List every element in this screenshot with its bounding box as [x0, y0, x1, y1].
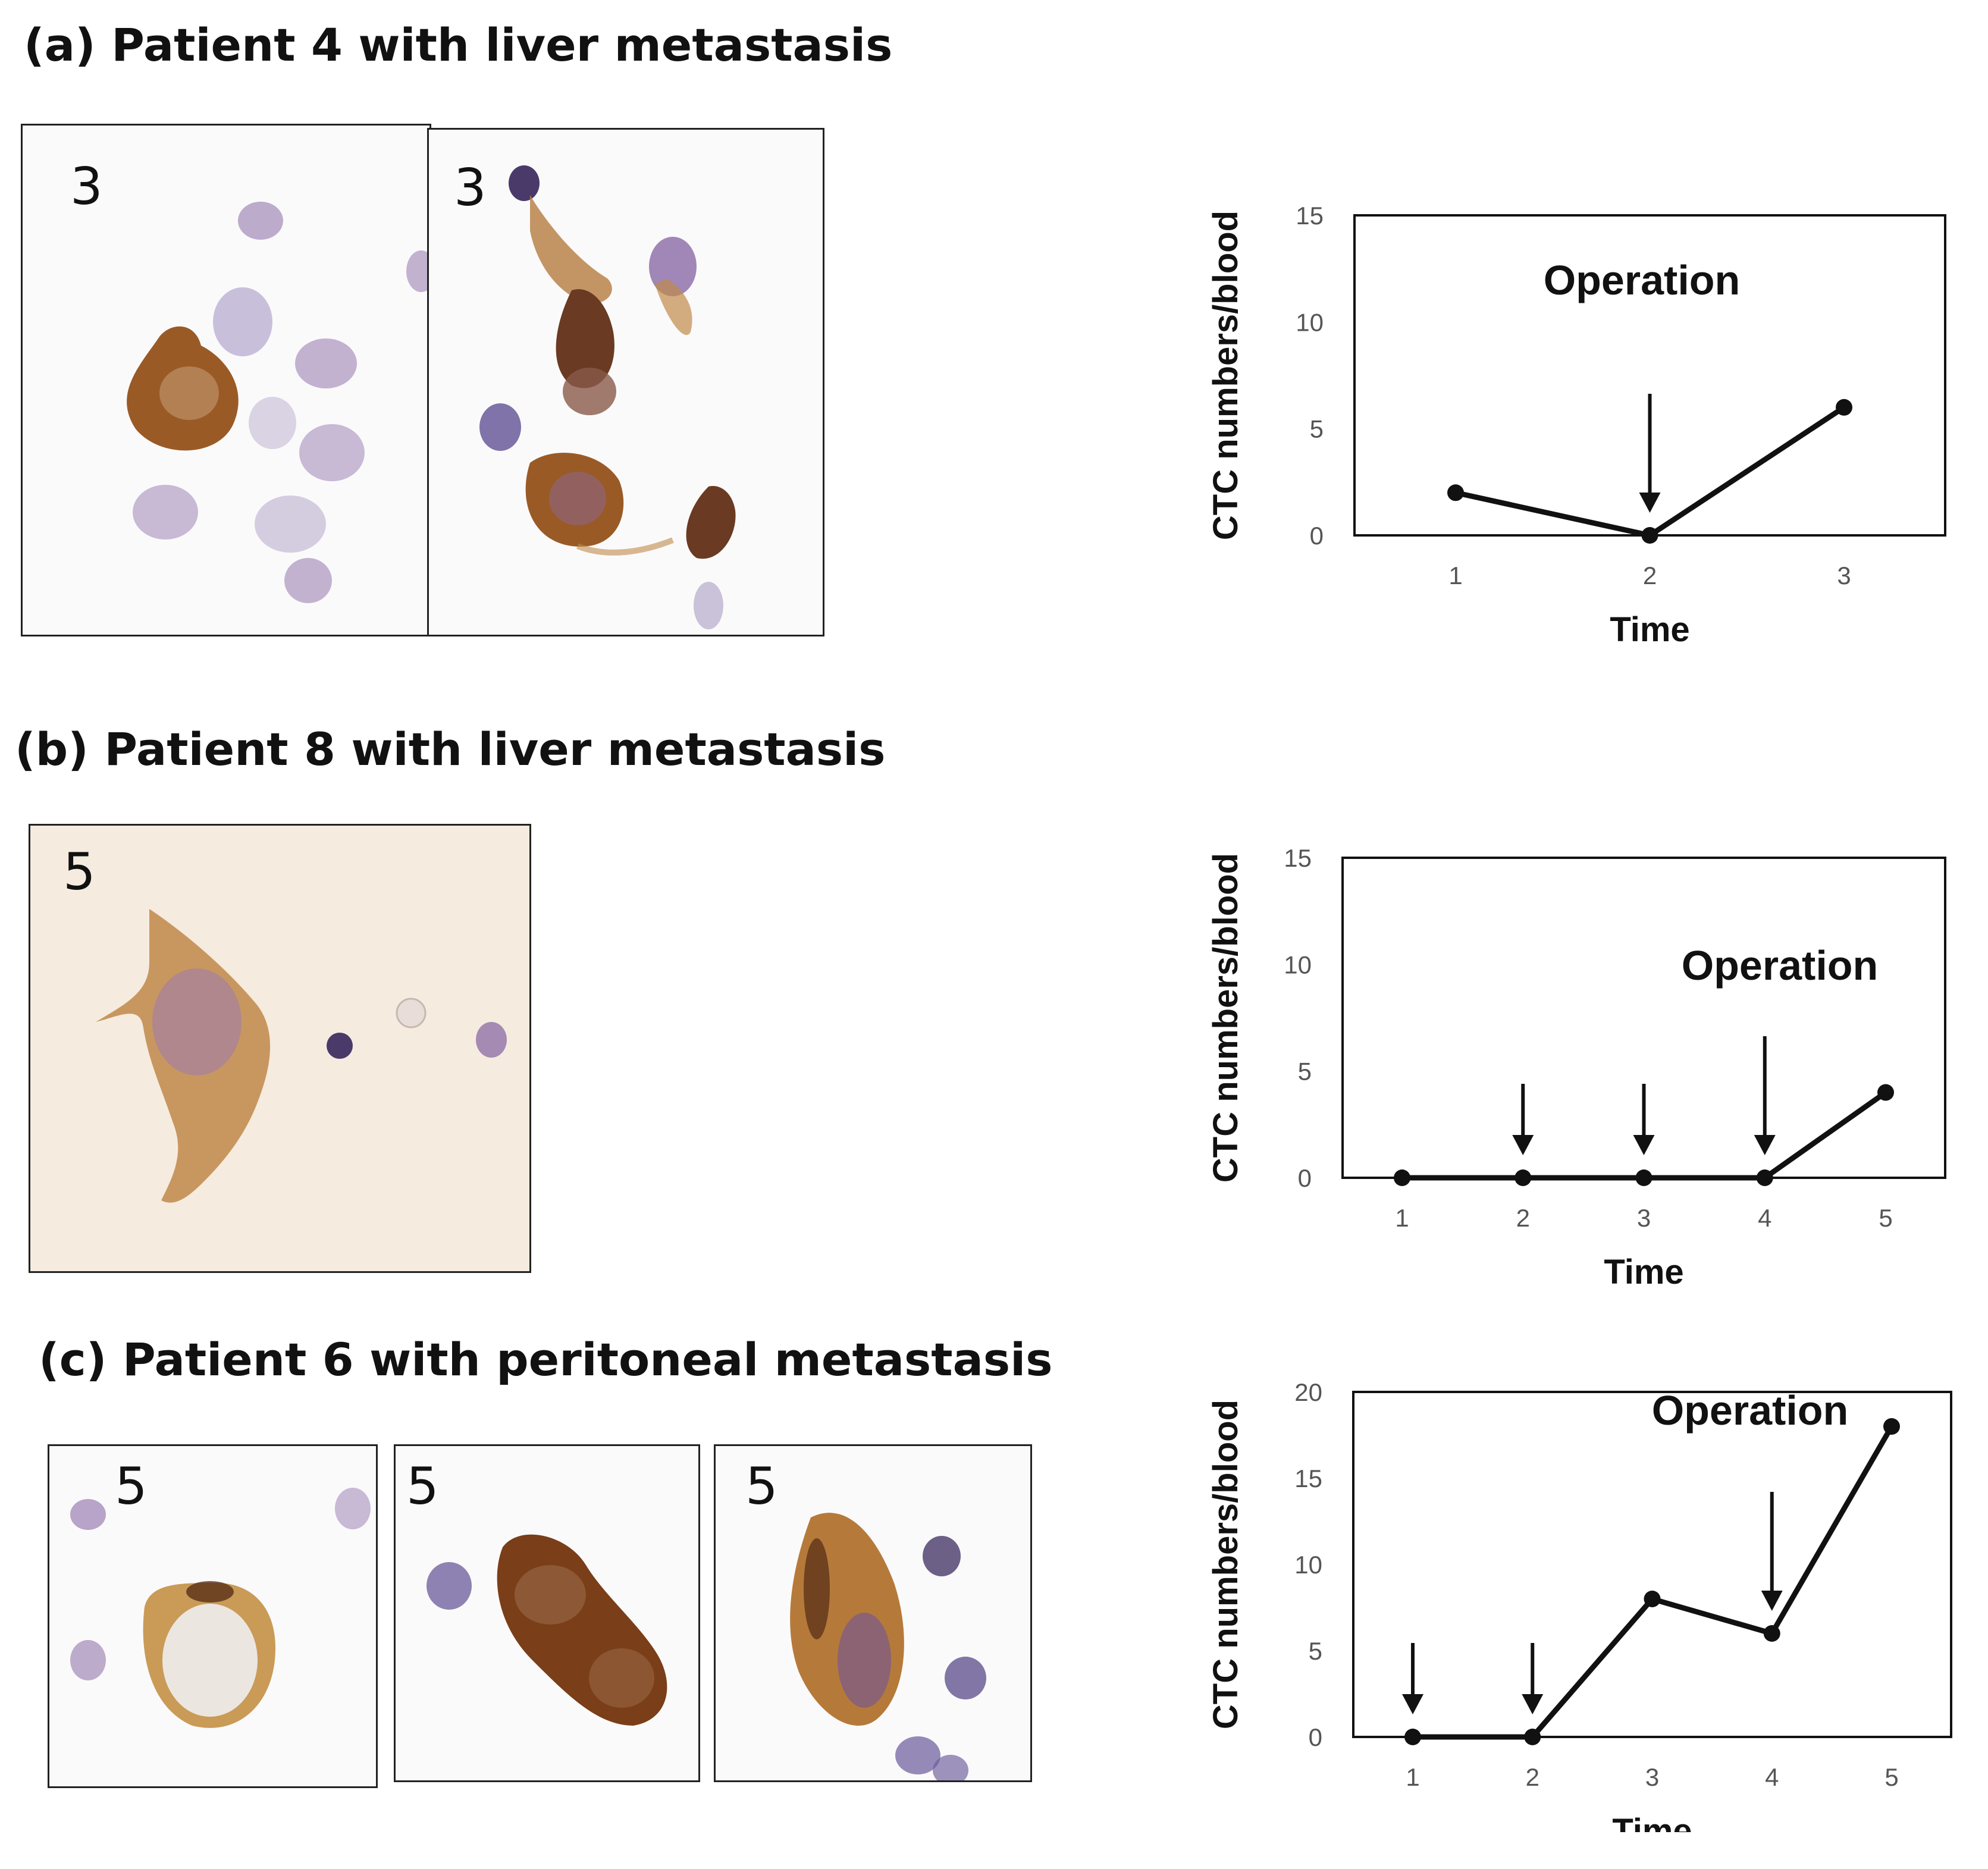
micrograph-c2: 5	[394, 1444, 700, 1782]
micrograph-c1-count: 5	[115, 1457, 148, 1516]
chart-c-point-2	[1524, 1729, 1541, 1745]
micrograph-c1: 5	[48, 1444, 378, 1788]
chart-a-point-1	[1447, 484, 1464, 501]
panel-c-title: (c) Patient 6 with peritoneal metastasis	[39, 1333, 1053, 1386]
chart-a-point-3	[1836, 399, 1852, 416]
chart-c-ytick-15: 15	[1294, 1465, 1322, 1492]
chart-b-point-1	[1394, 1169, 1410, 1186]
chart-a-xtick-3: 3	[1837, 562, 1851, 589]
chart-c-ytick-0: 0	[1309, 1723, 1322, 1751]
chart-a-ytick-0: 0	[1310, 522, 1324, 550]
chart-a-point-2	[1641, 527, 1658, 544]
chart-c-xtick-3: 3	[1645, 1763, 1659, 1791]
chart-a-ytick-10: 10	[1296, 308, 1324, 336]
chart-c-arrow-head-4	[1761, 1591, 1783, 1611]
micrograph-c2-count: 5	[406, 1457, 439, 1516]
chart-c-point-5	[1883, 1418, 1900, 1435]
chart-b-arrow-head-2	[1512, 1135, 1534, 1155]
micrograph-a1: 3	[21, 124, 431, 636]
chart-c-xtick-2: 2	[1526, 1763, 1539, 1791]
chart-b-point-2	[1514, 1169, 1532, 1186]
chart-b-arrow-head-3	[1633, 1135, 1655, 1155]
chart-c-xtick-5: 5	[1884, 1763, 1898, 1791]
chart-c-annotation: Operation	[1652, 1387, 1849, 1434]
chart-a-xlabel: Time	[1610, 610, 1689, 649]
chart-a-arrow-head-2	[1639, 493, 1661, 513]
chart-b-annotation: Operation	[1682, 942, 1879, 989]
chart-c-arrow-head-1	[1402, 1694, 1423, 1714]
chart-b-ylabel: CTC numbers/blood	[1206, 853, 1245, 1183]
micrograph-a1-count: 3	[70, 157, 103, 217]
chart-a-xtick-1: 1	[1448, 562, 1462, 589]
chart-a-xtick-2: 2	[1643, 562, 1657, 589]
micrograph-a1-image	[127, 202, 429, 603]
panel-a-title: (a) Patient 4 with liver metastasis	[24, 18, 893, 71]
chart-c-xtick-4: 4	[1765, 1763, 1779, 1791]
chart-a-annotation: Operation	[1544, 257, 1741, 303]
chart-a-ytick-15: 15	[1296, 202, 1324, 230]
chart-c-point-4	[1763, 1625, 1780, 1642]
micrograph-a2-count: 3	[454, 158, 487, 218]
chart-c-ytick-20: 20	[1294, 1378, 1322, 1406]
micrograph-b1-count: 5	[63, 842, 96, 902]
chart-a-ylabel: CTC numbers/blood	[1206, 211, 1245, 540]
panel-b-title: (b) Patient 8 with liver metastasis	[15, 723, 886, 776]
chart-b-xtick-2: 2	[1516, 1204, 1530, 1232]
chart-c-plot-area	[1352, 1391, 1952, 1738]
micrograph-c1-image	[70, 1488, 371, 1728]
micrograph-c3: 5	[714, 1444, 1032, 1782]
chart-b-point-5	[1877, 1084, 1894, 1101]
micrograph-a2: 3	[427, 128, 824, 636]
micrograph-a2-image	[479, 165, 736, 629]
chart-c-point-1	[1404, 1729, 1421, 1745]
chart-b-arrow-head-4	[1754, 1135, 1776, 1155]
chart-b-ytick-15: 15	[1284, 844, 1312, 872]
chart-c: 0 5 10 15 20 1 2 3 4 5 Time CTC numbers/blood Operat…	[1206, 1378, 1952, 1832]
chart-b-xtick-4: 4	[1758, 1204, 1771, 1232]
chart-a-ytick-5: 5	[1310, 415, 1324, 443]
chart-c-point-3	[1644, 1591, 1661, 1607]
micrograph-c2-image	[427, 1534, 667, 1726]
chart-b-point-4	[1756, 1169, 1773, 1186]
micrograph-b1: 5	[29, 824, 531, 1273]
chart-c-ylabel: CTC numbers/blood	[1206, 1400, 1245, 1729]
chart-b: 0 5 10 15 1 2 3 4 5 Time CTC numbers/blood Operatio…	[1206, 844, 1946, 1291]
chart-c-xtick-1: 1	[1406, 1763, 1419, 1791]
micrograph-c3-count: 5	[745, 1457, 778, 1516]
chart-b-xtick-5: 5	[1879, 1204, 1892, 1232]
chart-c-arrow-head-2	[1522, 1694, 1544, 1714]
chart-b-ytick-10: 10	[1284, 951, 1312, 979]
micrograph-c3-image	[790, 1513, 986, 1780]
micrograph-b1-image	[96, 909, 507, 1203]
chart-b-point-3	[1635, 1169, 1653, 1186]
chart-c-xlabel: Time	[1612, 1812, 1692, 1832]
chart-a: 0 5 10 15 1 2 3 Time CTC numbers/blood Operation	[1206, 202, 1946, 649]
chart-b-ytick-5: 5	[1298, 1058, 1312, 1086]
chart-b-xtick-3: 3	[1637, 1204, 1651, 1232]
chart-b-xtick-1: 1	[1395, 1204, 1409, 1232]
chart-b-ytick-0: 0	[1298, 1164, 1312, 1192]
chart-c-ytick-5: 5	[1309, 1637, 1322, 1665]
chart-b-xlabel: Time	[1604, 1253, 1683, 1291]
chart-c-ytick-10: 10	[1294, 1551, 1322, 1579]
chart-c-series-line	[1413, 1425, 1894, 1740]
